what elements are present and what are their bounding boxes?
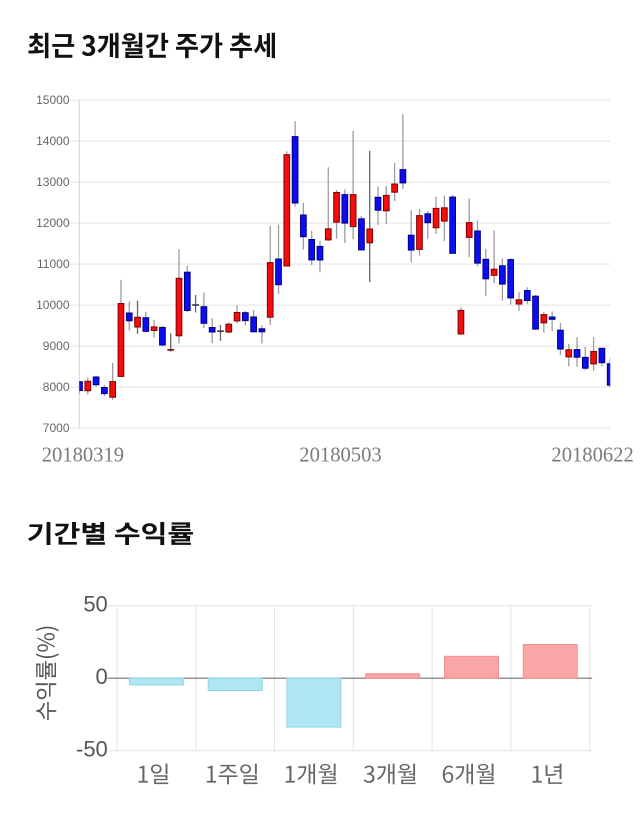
svg-text:10000: 10000 [36, 298, 70, 312]
svg-text:-50: -50 [76, 737, 108, 762]
svg-text:8000: 8000 [43, 380, 70, 394]
svg-text:15000: 15000 [36, 93, 70, 107]
svg-text:20180622: 20180622 [551, 444, 633, 466]
svg-text:12000: 12000 [36, 216, 70, 230]
svg-text:9000: 9000 [43, 339, 70, 353]
svg-text:13000: 13000 [36, 175, 70, 189]
svg-text:50: 50 [83, 592, 107, 617]
svg-text:0: 0 [96, 664, 108, 689]
svg-text:20180319: 20180319 [42, 444, 124, 466]
svg-text:11000: 11000 [37, 257, 70, 271]
svg-text:20180503: 20180503 [299, 444, 381, 466]
svg-text:14000: 14000 [36, 134, 70, 148]
svg-text:7000: 7000 [43, 421, 70, 435]
